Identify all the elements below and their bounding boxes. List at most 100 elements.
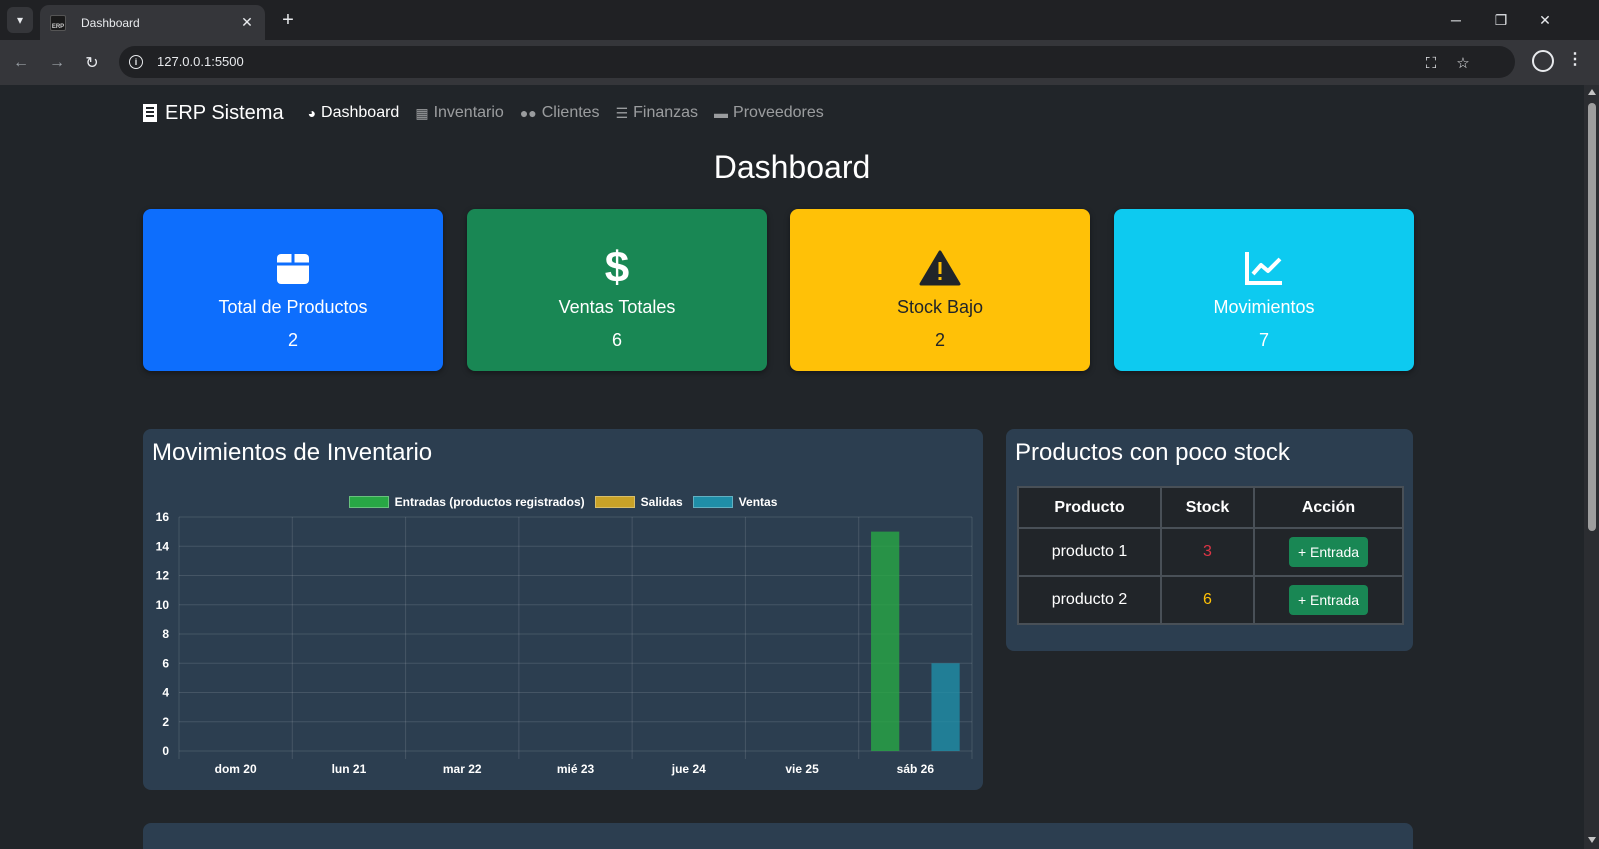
card-stock-bajo: Stock Bajo 2 <box>790 209 1090 371</box>
tab-favicon: ERP <box>50 14 66 31</box>
legend-swatch <box>692 496 733 508</box>
table-header-row: Producto Stock Acción <box>1017 486 1404 529</box>
card-value: 2 <box>287 330 298 350</box>
x-tick-label: vie 25 <box>785 762 819 776</box>
low-stock-table: Producto Stock Acción producto 1 3 + Ent… <box>1017 486 1404 625</box>
bottom-panel <box>143 823 1413 849</box>
card-movimientos: Movimientos 7 <box>1114 209 1414 371</box>
movements-panel: Movimientos de Inventario Entradas (prod… <box>143 429 983 790</box>
address-bar[interactable]: i 127.0.0.1:5500 ⛶ ☆ <box>119 46 1515 78</box>
menu-kebab-icon[interactable]: ⋮ <box>1567 51 1583 68</box>
entrada-button[interactable]: + Entrada <box>1288 585 1369 615</box>
legend-label: Ventas <box>738 495 778 509</box>
nav-dashboard[interactable]: ◕ Dashboard <box>308 104 400 122</box>
legend-item[interactable]: Entradas (productos registrados) <box>348 495 585 509</box>
nav-label: Dashboard <box>321 104 400 121</box>
page-viewport: ERP Sistema ◕ Dashboard ▦ Inventario ●● … <box>0 85 1584 849</box>
users-icon: ●● <box>519 105 537 121</box>
scroll-up-icon[interactable] <box>1588 89 1596 95</box>
profile-icon[interactable] <box>1532 50 1554 72</box>
browser-tabstrip: ▾ ERP Dashboard ✕ + ─ ❐ ✕ <box>0 0 1599 40</box>
brand-label: ERP Sistema <box>165 101 284 124</box>
table-row: producto 2 6 + Entrada <box>1017 575 1404 625</box>
scroll-thumb[interactable] <box>1588 103 1596 531</box>
browser-toolbar: ← → ↻ i 127.0.0.1:5500 ⛶ ☆ <box>0 40 1599 85</box>
table-row: producto 1 3 + Entrada <box>1017 527 1404 577</box>
legend-item[interactable]: Ventas <box>692 495 778 509</box>
card-value: 6 <box>611 330 622 350</box>
legend-item[interactable]: Salidas <box>594 495 683 509</box>
forward-icon[interactable]: → <box>49 54 65 71</box>
scroll-down-icon[interactable] <box>1588 837 1596 843</box>
card-value: 7 <box>1258 330 1269 350</box>
close-window-icon[interactable]: ✕ <box>1539 11 1551 28</box>
product-name: producto 1 <box>1017 527 1162 577</box>
x-tick-label: mar 22 <box>443 762 482 776</box>
stock-value: 6 <box>1160 575 1255 625</box>
tab-search-icon[interactable]: ▾ <box>7 7 33 33</box>
card-label: Movimientos <box>1213 297 1315 317</box>
nav-proveedores[interactable]: ▬ Proveedores <box>714 104 824 122</box>
tab-title: Dashboard <box>81 15 140 30</box>
new-tab-button[interactable]: + <box>282 8 294 31</box>
legend-swatch <box>594 496 635 508</box>
bar <box>871 531 900 751</box>
card-ventas-totales: $ Ventas Totales 6 <box>467 209 767 371</box>
nav-inventario[interactable]: ▦ Inventario <box>415 104 504 122</box>
panel-title: Productos con poco stock <box>1015 439 1290 466</box>
y-tick-label: 6 <box>162 656 169 670</box>
x-tick-label: lun 21 <box>332 762 367 776</box>
nav-label: Inventario <box>433 104 504 121</box>
reload-icon[interactable]: ↻ <box>85 55 99 72</box>
site-info-icon[interactable]: i <box>129 55 143 69</box>
bar <box>931 663 960 751</box>
nav-label: Proveedores <box>733 104 824 121</box>
product-name: producto 2 <box>1017 575 1162 625</box>
brand[interactable]: ERP Sistema <box>143 102 284 125</box>
page-title: Dashboard <box>713 149 871 185</box>
boxes-icon: ▦ <box>415 104 429 121</box>
building-icon <box>143 104 157 122</box>
nav-label: Clientes <box>541 104 600 121</box>
x-tick-label: sáb 26 <box>897 762 935 776</box>
nav-clientes[interactable]: ●● Clientes <box>520 104 600 122</box>
card-total-productos: Total de Productos 2 <box>143 209 443 371</box>
y-tick-label: 10 <box>156 598 170 612</box>
restore-icon[interactable]: ❐ <box>1494 11 1508 28</box>
tab-close-icon[interactable]: ✕ <box>241 14 253 30</box>
card-label: Ventas Totales <box>558 297 676 317</box>
header-producto: Producto <box>1017 486 1162 529</box>
card-label: Total de Productos <box>218 297 368 317</box>
back-icon[interactable]: ← <box>13 54 29 71</box>
minimize-icon[interactable]: ─ <box>1451 12 1461 28</box>
entrada-button[interactable]: + Entrada <box>1288 537 1369 567</box>
page-scrollbar[interactable] <box>1584 85 1599 849</box>
translate-icon[interactable]: ⛶ <box>1425 54 1437 72</box>
nav-finanzas[interactable]: ☰ Finanzas <box>616 104 698 122</box>
y-tick-label: 8 <box>162 627 169 641</box>
y-tick-label: 4 <box>162 686 169 700</box>
x-tick-label: jue 24 <box>671 762 706 776</box>
line-chart-icon <box>1114 247 1414 289</box>
app-navbar: ERP Sistema ◕ Dashboard ▦ Inventario ●● … <box>143 99 840 127</box>
bookmark-star-icon[interactable]: ☆ <box>1456 55 1470 72</box>
browser-tab[interactable]: ERP Dashboard ✕ <box>40 5 265 40</box>
tachometer-icon: ◕ <box>307 105 317 121</box>
legend-swatch <box>348 496 389 508</box>
card-value: 2 <box>934 330 945 350</box>
nav-label: Finanzas <box>633 104 699 121</box>
dollar-icon: $ <box>604 243 630 292</box>
x-tick-label: dom 20 <box>215 762 257 776</box>
legend-label: Salidas <box>640 495 683 509</box>
favicon-text: ERP <box>51 23 65 30</box>
action-cell: + Entrada <box>1253 575 1404 625</box>
y-tick-label: 12 <box>156 569 170 583</box>
card-label: Stock Bajo <box>896 297 984 317</box>
legend-label: Entradas (productos registrados) <box>394 495 585 509</box>
action-cell: + Entrada <box>1253 527 1404 577</box>
url-text[interactable]: 127.0.0.1:5500 <box>157 54 244 69</box>
movements-bar-chart: 0 2 4 6 8 10 12 14 16 dom 20 lun 21 mar 22 mié 23 jue… <box>156 510 973 776</box>
chart-legend: Entradas (productos registrados) Salidas… <box>143 495 983 509</box>
panel-title: Movimientos de Inventario <box>152 439 433 466</box>
y-tick-label: 16 <box>156 510 170 524</box>
